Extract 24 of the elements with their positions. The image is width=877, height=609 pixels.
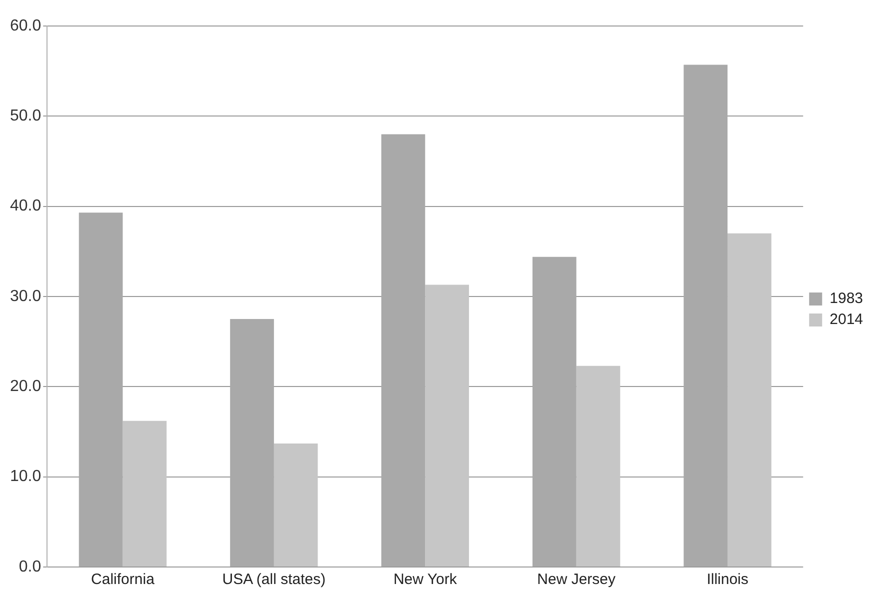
y-tick-label: 40.0 [10, 198, 42, 215]
bar [684, 64, 728, 566]
bar [122, 420, 167, 566]
bar [381, 134, 426, 566]
bar [78, 212, 123, 566]
legend-label: 1983 [830, 290, 864, 308]
y-tick-label: 30.0 [10, 288, 42, 305]
x-tick-label: New York [393, 571, 458, 588]
bar [274, 443, 318, 566]
x-tick-label: New Jersey [537, 571, 616, 588]
y-tick-label: 0.0 [18, 558, 42, 576]
y-tick-label: 50.0 [10, 108, 42, 125]
y-tick-label: 10.0 [10, 468, 42, 486]
bar [728, 233, 772, 566]
bar [576, 366, 620, 566]
bar [425, 284, 469, 566]
legend-label: 2014 [830, 311, 864, 328]
bar [230, 319, 274, 566]
x-tick-label: Illinois [706, 571, 748, 588]
y-tick-label: 20.0 [10, 378, 42, 396]
x-tick-label: USA (all states) [222, 571, 326, 588]
x-tick-label: California [91, 571, 156, 588]
bar [532, 256, 576, 566]
y-tick-label: 60.0 [10, 17, 42, 34]
